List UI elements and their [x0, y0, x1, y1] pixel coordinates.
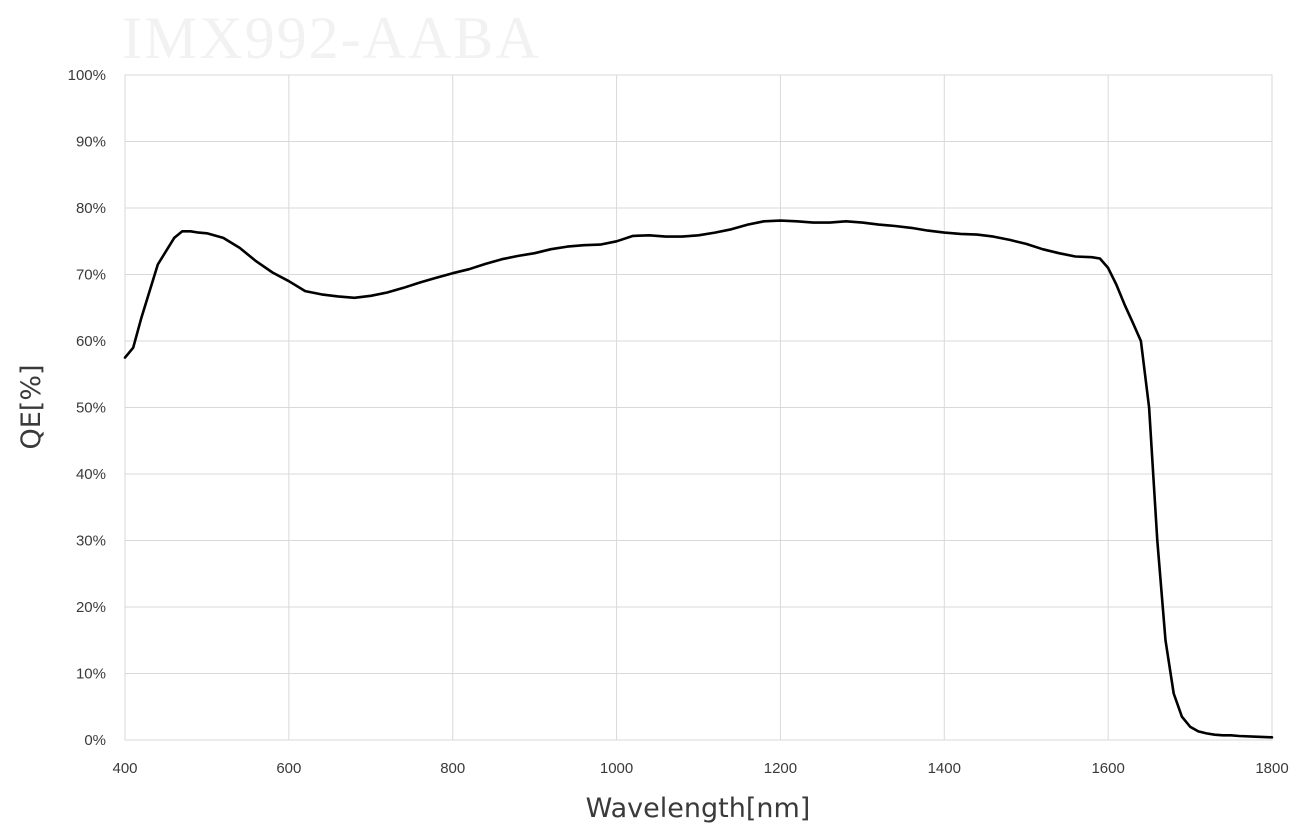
x-tick-label: 1800 — [1255, 760, 1288, 777]
x-axis-title: Wavelength[nm] — [586, 793, 811, 824]
y-tick-label: 10% — [76, 666, 106, 683]
x-tick-label: 800 — [440, 760, 465, 777]
tick-labels: 0% 10% 20% 30% 40% 50% 60% 70% 80% 90% 100% 400 600 8… — [68, 67, 1289, 777]
x-tick-label: 400 — [112, 760, 137, 777]
y-tick-label: 20% — [76, 599, 106, 616]
y-tick-label: 40% — [76, 466, 106, 483]
grid — [124, 74, 1273, 741]
y-tick-label: 100% — [68, 67, 106, 84]
y-tick-label: 60% — [76, 333, 106, 350]
y-tick-label: 30% — [76, 533, 106, 550]
x-tick-label: 1600 — [1091, 760, 1124, 777]
y-tick-label: 80% — [76, 200, 106, 217]
qe-series-line — [123, 219, 1274, 739]
y-axis-title: QE[%] — [16, 364, 47, 449]
y-tick-label: 70% — [76, 267, 106, 284]
series-layer — [123, 219, 1274, 739]
watermark-text: IMX992-AABA — [122, 5, 541, 71]
y-tick-label: 90% — [76, 134, 106, 151]
x-tick-label: 1000 — [600, 760, 633, 777]
x-tick-label: 1400 — [928, 760, 961, 777]
y-tick-label: 0% — [84, 732, 106, 749]
x-tick-label: 1200 — [764, 760, 797, 777]
y-tick-label: 50% — [76, 400, 106, 417]
x-tick-label: 600 — [276, 760, 301, 777]
